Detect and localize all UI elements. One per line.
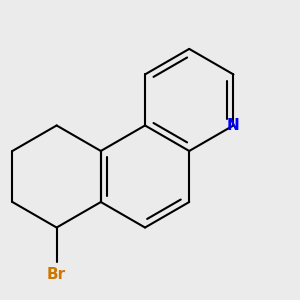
Text: N: N bbox=[227, 118, 240, 133]
Text: Br: Br bbox=[47, 267, 66, 282]
